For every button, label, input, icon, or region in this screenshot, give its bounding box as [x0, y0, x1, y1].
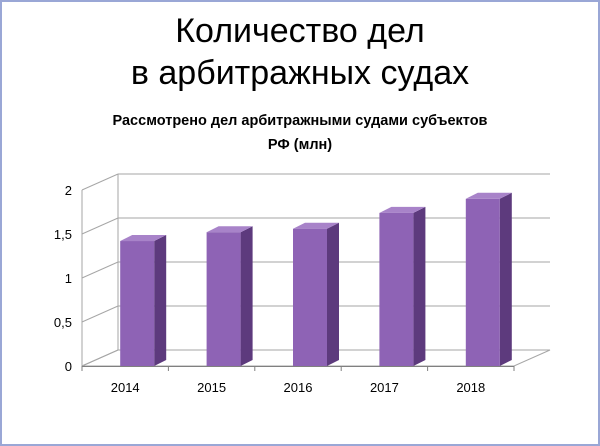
bar-top-2015 — [206, 226, 253, 233]
bar-2014 — [120, 241, 155, 366]
bar-2015 — [206, 232, 241, 366]
gridline-depth — [81, 217, 119, 235]
bar-top-2016 — [293, 222, 339, 229]
chart-title-line1: Рассмотрено дел арбитражными судами субъ… — [112, 113, 488, 129]
bar-2017 — [379, 212, 414, 366]
y-tick-label: 1,5 — [54, 227, 72, 242]
gridline-depth — [81, 305, 119, 323]
bar-top-2017 — [379, 206, 426, 213]
bar-side-2015 — [240, 226, 253, 366]
gridline-depth — [81, 173, 119, 191]
x-tick-label: 2014 — [111, 380, 140, 395]
bar-side-2014 — [154, 235, 167, 366]
y-tick-label: 0,5 — [54, 315, 72, 330]
slide-title-line2: в арбитражных судах — [130, 54, 470, 92]
chart-title: Рассмотрено дел арбитражными судами субъ… — [2, 109, 598, 157]
bar-side-2016 — [327, 222, 339, 366]
y-tick-label: 0 — [65, 359, 72, 374]
bar-side-2018 — [499, 192, 512, 366]
x-tick-label: 2016 — [284, 380, 313, 395]
gridline-depth — [81, 349, 119, 367]
slide-title: Количество дел в арбитражных судах — [2, 10, 598, 94]
chart-title-line2: РФ (млн) — [267, 137, 333, 153]
slide-title-line1: Количество дел — [175, 12, 425, 50]
gridline-depth — [81, 261, 119, 279]
x-tick-label: 2018 — [456, 380, 485, 395]
x-tick-label: 2015 — [197, 380, 226, 395]
x-tick-label: 2017 — [370, 380, 399, 395]
bar-top-2014 — [120, 235, 167, 242]
bar-2018 — [465, 198, 500, 366]
bar-side-2017 — [413, 206, 426, 366]
y-tick-label: 1 — [65, 271, 72, 286]
bar-top-2018 — [465, 192, 512, 199]
bar-2016 — [293, 228, 327, 366]
y-tick-label: 2 — [65, 183, 72, 198]
